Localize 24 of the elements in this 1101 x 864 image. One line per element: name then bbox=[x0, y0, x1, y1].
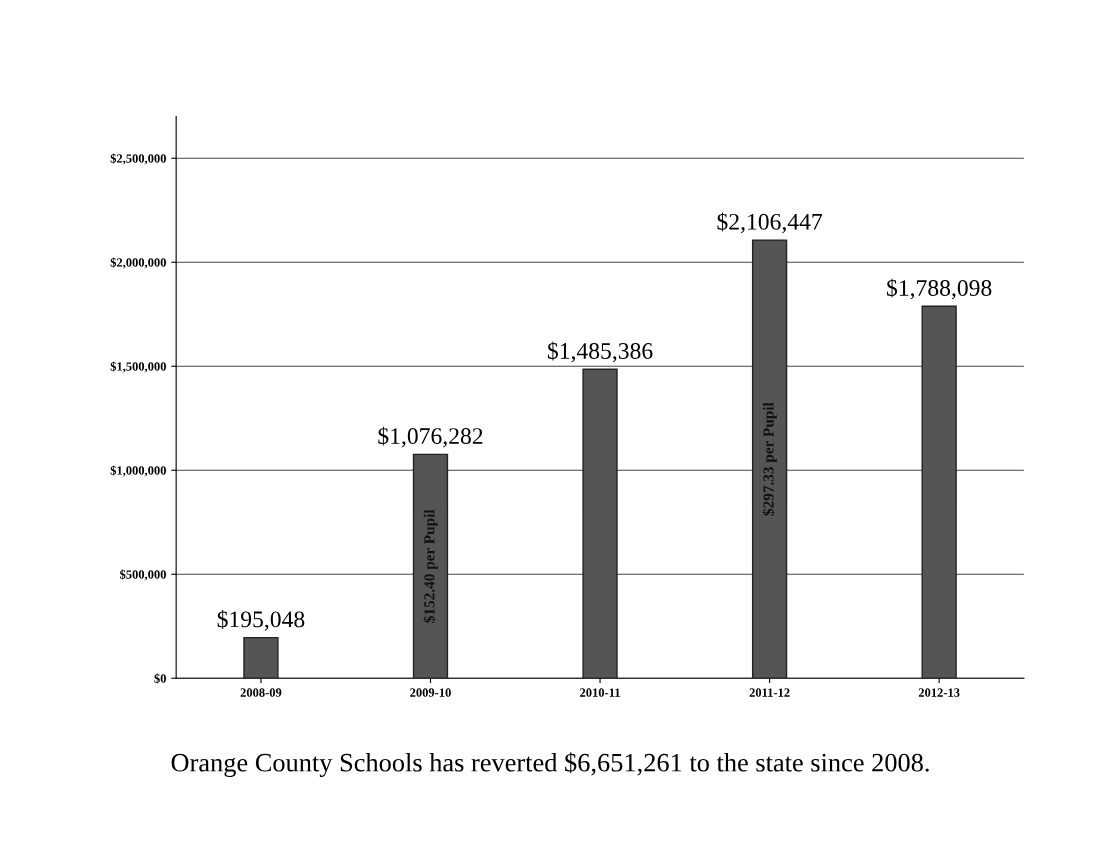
y-tick-label: $0 bbox=[154, 673, 166, 684]
x-tick-label: 2011-12 bbox=[749, 688, 790, 697]
data-label: $2,106,447 bbox=[717, 212, 823, 234]
bar bbox=[751, 239, 788, 679]
y-tick-label: $1,500,000 bbox=[110, 361, 166, 373]
bar bbox=[582, 368, 618, 679]
bar bbox=[243, 636, 279, 679]
text: Orange County Schools has reverted $6,651,261 to the state since 2008. bbox=[171, 752, 929, 778]
annotation: $152.40 per Pupil bbox=[423, 509, 438, 623]
x-tick-label: 2010-11 bbox=[580, 688, 620, 697]
x-tick-label: 2009-10 bbox=[410, 688, 451, 697]
x-tick-label: 2008-09 bbox=[240, 688, 282, 697]
y-tick-label: $500,000 bbox=[120, 569, 166, 581]
y-tick-label: $1,000,000 bbox=[110, 465, 166, 477]
y-tick-label: $2,000,000 bbox=[110, 257, 166, 269]
data-label: $1,076,282 bbox=[378, 426, 483, 448]
bar bbox=[412, 453, 449, 679]
bar bbox=[921, 305, 957, 679]
annotation: $297.33 per Pupil bbox=[762, 402, 777, 516]
x-tick-label: 2012-13 bbox=[918, 688, 960, 697]
y-tick-label: $2,500,000 bbox=[110, 153, 166, 165]
data-label: $1,788,098 bbox=[887, 278, 992, 300]
data-label: $1,485,386 bbox=[547, 341, 653, 363]
data-label: $195,048 bbox=[217, 609, 305, 631]
